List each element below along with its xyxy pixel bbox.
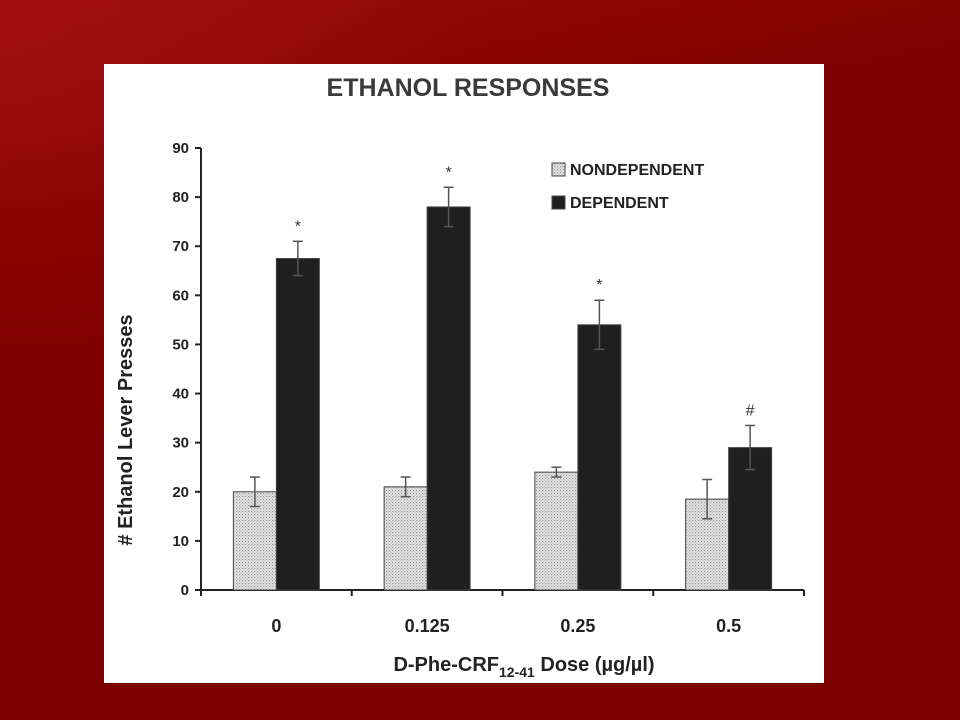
x-axis-label-prefix: D-Phe-CRF [393,654,499,676]
x-axis-label: D-Phe-CRF12-41 Dose (µg/µl) [393,654,654,680]
legend-label-nondependent: NONDEPENDENT [570,162,704,179]
y-tick-label: 50 [172,336,189,353]
y-tick-label: 30 [172,435,189,452]
y-tick-label: 20 [172,484,189,501]
y-tick-label: 10 [172,533,189,550]
bar-nondependent [534,471,579,591]
y-tick-label: 60 [172,287,189,304]
x-tick-label: 0.125 [405,616,450,636]
bar-nondependent [232,491,277,591]
x-axis-label-subscript: 12-41 [499,664,535,680]
legend-label-dependent: DEPENDENT [570,195,669,212]
chart-title: ETHANOL RESPONSES [327,74,610,102]
bar-dependent [275,258,320,591]
y-tick-label: 0 [181,582,189,599]
legend-swatch-dependent [551,195,566,210]
bar-nondependent [383,486,428,591]
bar-dependent [577,324,622,591]
bar-dependent [728,447,773,591]
y-tick-label: 80 [172,189,189,206]
bar-chart: ETHANOL RESPONSES # Ethanol Lever Presse… [115,74,805,680]
x-tick-label: 0.25 [560,616,595,636]
y-tick-label: 90 [172,140,189,157]
x-tick-label: 0 [271,616,281,636]
y-axis-label: # Ethanol Lever Presses [115,314,137,545]
legend-swatch-nondependent [551,162,566,177]
figure-panel: ETHANOL RESPONSES # Ethanol Lever Presse… [104,64,824,683]
significance-marker: * [596,277,602,294]
significance-marker: # [746,402,755,419]
bar-dependent [426,206,471,591]
plot-area: 0 10 20 30 40 50 60 70 80 90 0 * 0.125 * 0.25 * 0.5 # NOND… [172,140,805,636]
y-tick-label: 40 [172,386,189,403]
significance-marker: * [295,218,301,235]
x-axis-label-suffix: Dose (µg/µl) [535,654,655,676]
y-tick-label: 70 [172,238,189,255]
x-tick-label: 0.5 [716,616,741,636]
significance-marker: * [446,164,452,181]
